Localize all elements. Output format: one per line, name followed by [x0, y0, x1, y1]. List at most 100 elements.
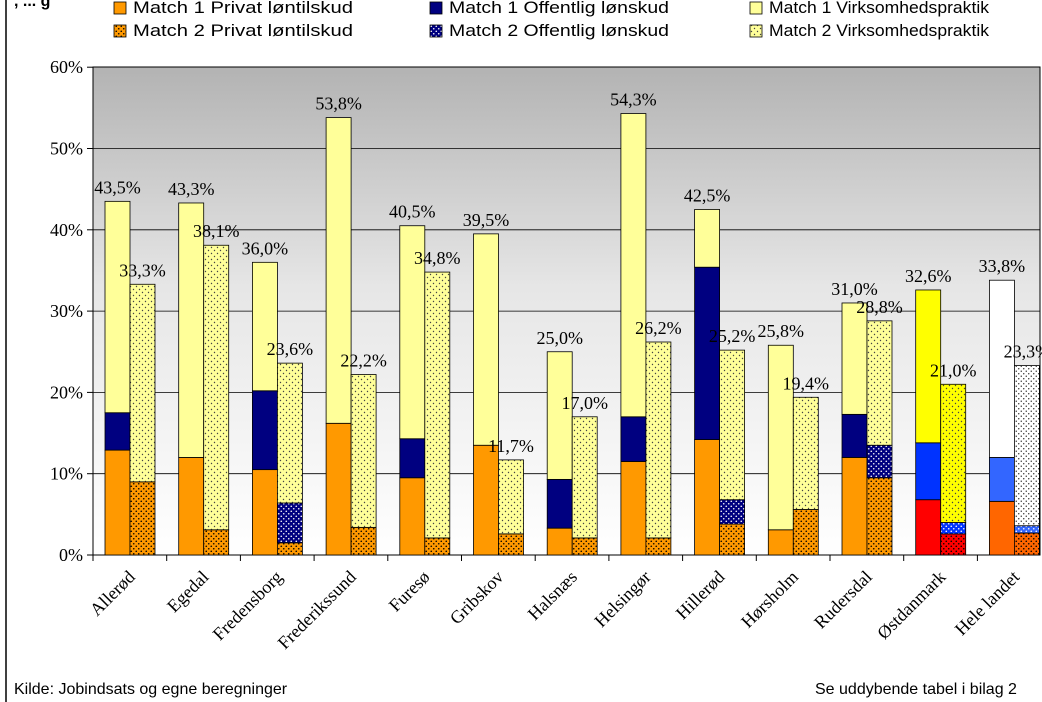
bar-match2-privat-alleroed — [129, 481, 156, 556]
source-note: Kilde: Jobindsats og egne beregninger — [14, 681, 288, 698]
bar-match2-privat-hilleroed — [719, 523, 745, 556]
total-label-match2-hoersholm: 19,4% — [783, 373, 830, 393]
total-label-match2-gribskov: 11,7% — [488, 436, 534, 456]
bar-match2-praktik-egedal — [203, 244, 230, 531]
bar-match1-offentlig-halsnaes — [546, 478, 573, 529]
bar-match1-praktik-alleroed — [104, 200, 131, 414]
bar-match1-privat-fredensborg — [251, 469, 278, 556]
bar-match1-praktik-hele-landet — [989, 279, 1015, 458]
total-label-match2-hilleroed: 25,2% — [709, 326, 756, 346]
bar-match2-privat-rudersdal — [866, 477, 893, 556]
bar-match1-praktik-gribskov — [473, 233, 499, 446]
bar-match1-privat-frederikssund — [325, 422, 352, 556]
bar-match1-praktik-egedal — [178, 202, 205, 458]
bar-match2-privat-hele-landet — [1014, 532, 1040, 556]
bar-match2-praktik-gribskov — [498, 459, 524, 535]
legend-label-match-1-privat-loentilskud: Match 1 Privat løntilskud — [133, 0, 353, 17]
bar-match2-privat-helsingoer — [645, 537, 672, 556]
bar-match1-praktik-hilleroed — [694, 209, 720, 268]
total-label-match2-rudersdal: 28,8% — [856, 297, 903, 317]
bar-match2-praktik-oestdanmark — [940, 383, 967, 523]
bar-match2-privat-hoersholm — [792, 509, 819, 556]
bar-match2-praktik-helsingoer — [645, 341, 672, 539]
bar-match2-praktik-fredensborg — [276, 362, 303, 504]
bar-match1-privat-gribskov — [473, 444, 499, 556]
bar-match1-privat-hele-landet — [989, 500, 1015, 556]
total-label-match2-halsnaes: 17,0% — [561, 393, 608, 413]
total-label-match2-frederikssund: 22,2% — [340, 351, 387, 371]
bar-match2-privat-frederikssund — [350, 526, 377, 556]
bar-match2-praktik-rudersdal — [866, 320, 893, 446]
bar-match2-privat-fredensborg — [276, 542, 303, 556]
legend-label-match-2-virksomhedspraktik: Match 2 Virksomhedspraktik — [769, 21, 990, 40]
bar-match1-offentlig-hilleroed — [694, 266, 720, 440]
total-label-match2-helsingoer: 26,2% — [635, 318, 682, 338]
bar-match1-praktik-helsingoer — [620, 113, 647, 418]
legend-label-match-1-virksomhedspraktik: Match 1 Virksomhedspraktik — [769, 0, 990, 17]
bar-match1-offentlig-furesoe — [399, 438, 426, 479]
bar-match1-offentlig-oestdanmark — [915, 442, 942, 501]
legend-swatch-match-2-privat-loentilskud — [113, 24, 127, 38]
bar-match1-praktik-rudersdal — [841, 302, 868, 415]
y-tick-label-30: 30% — [50, 301, 83, 321]
legend-label-match-1-offentlig-loenskud: Match 1 Offentlig lønskud — [449, 0, 669, 17]
total-label-match2-furesoe: 34,8% — [414, 248, 461, 268]
total-labels: 43,5% 33,3% 43,3% 38,1%36,0% 23,6% 53,8% 22,2%… — [94, 90, 1042, 456]
bar-match2-praktik-frederikssund — [350, 374, 377, 528]
legend-label-match-2-offentlig-loenskud: Match 2 Offentlig lønskud — [449, 21, 669, 40]
appendix-note: Se uddybende tabel i bilag 2 — [815, 681, 1017, 698]
bar-match1-privat-hilleroed — [694, 439, 720, 556]
legend: Match 1 Privat løntilskud Match 1 Offentl… — [113, 0, 990, 40]
bar-match1-privat-rudersdal — [841, 457, 868, 556]
bar-match1-praktik-hoersholm — [767, 344, 794, 531]
total-label-match1-frederikssund: 53,8% — [315, 94, 362, 114]
bar-match1-privat-furesoe — [399, 477, 426, 556]
bar-match2-privat-oestdanmark — [940, 533, 967, 556]
legend-swatch-match-1-privat-loentilskud — [113, 1, 127, 15]
bar-match1-offentlig-hele-landet — [989, 457, 1015, 502]
total-label-match1-hele-landet: 33,8% — [979, 256, 1026, 276]
bar-match2-privat-egedal — [203, 529, 230, 556]
bar-match1-offentlig-fredensborg — [251, 390, 278, 471]
bar-match2-privat-gribskov — [498, 533, 524, 556]
total-label-match2-oestdanmark: 21,0% — [930, 360, 977, 380]
total-label-match1-egedal: 43,3% — [168, 179, 215, 199]
bar-match1-privat-egedal — [178, 457, 205, 556]
bar-match2-offentlig-hele-landet — [1014, 525, 1040, 534]
total-label-match2-alleroed: 33,3% — [119, 260, 166, 280]
bars — [104, 113, 1040, 556]
total-label-match2-fredensborg: 23,6% — [267, 339, 314, 359]
y-tick-label-10: 10% — [50, 464, 83, 484]
bar-match2-praktik-hele-landet — [1014, 365, 1040, 527]
bar-match1-offentlig-alleroed — [104, 412, 131, 451]
bar-match1-privat-alleroed — [104, 449, 131, 556]
bar-match1-praktik-oestdanmark — [915, 289, 942, 444]
total-label-match2-hele-landet: 23,3% — [1004, 342, 1042, 362]
bar-match2-offentlig-fredensborg — [276, 502, 303, 544]
legend-swatch-match-2-virksomhedspraktik — [749, 24, 763, 38]
bar-match1-praktik-frederikssund — [325, 117, 352, 424]
total-label-match1-oestdanmark: 32,6% — [905, 266, 952, 286]
bar-match2-praktik-hilleroed — [719, 349, 745, 501]
total-label-match1-halsnaes: 25,0% — [536, 328, 583, 348]
total-label-match1-fredensborg: 36,0% — [242, 238, 289, 258]
total-label-match2-egedal: 38,1% — [193, 221, 240, 241]
bar-match1-offentlig-rudersdal — [841, 413, 868, 458]
bar-match2-offentlig-oestdanmark — [940, 522, 967, 535]
y-tick-label-40: 40% — [50, 220, 83, 240]
total-label-match1-alleroed: 43,5% — [94, 177, 141, 197]
bar-match2-privat-furesoe — [424, 537, 451, 556]
total-label-match1-helsingoer: 54,3% — [610, 90, 657, 110]
bar-match1-praktik-furesoe — [399, 225, 426, 440]
total-label-match1-furesoe: 40,5% — [389, 202, 436, 222]
legend-swatch-match-1-virksomhedspraktik — [749, 1, 763, 15]
bar-match2-praktik-alleroed — [129, 283, 156, 483]
bar-match2-offentlig-rudersdal — [866, 444, 893, 479]
legend-label-match-2-privat-loentilskud: Match 2 Privat løntilskud — [133, 21, 353, 40]
bar-match1-praktik-fredensborg — [251, 261, 278, 392]
bar-match1-privat-helsingoer — [620, 461, 647, 556]
bar-match1-privat-halsnaes — [546, 527, 573, 556]
y-tick-label-60: 60% — [50, 57, 83, 77]
legend-swatch-match-2-offentlig-loenskud — [429, 24, 443, 38]
